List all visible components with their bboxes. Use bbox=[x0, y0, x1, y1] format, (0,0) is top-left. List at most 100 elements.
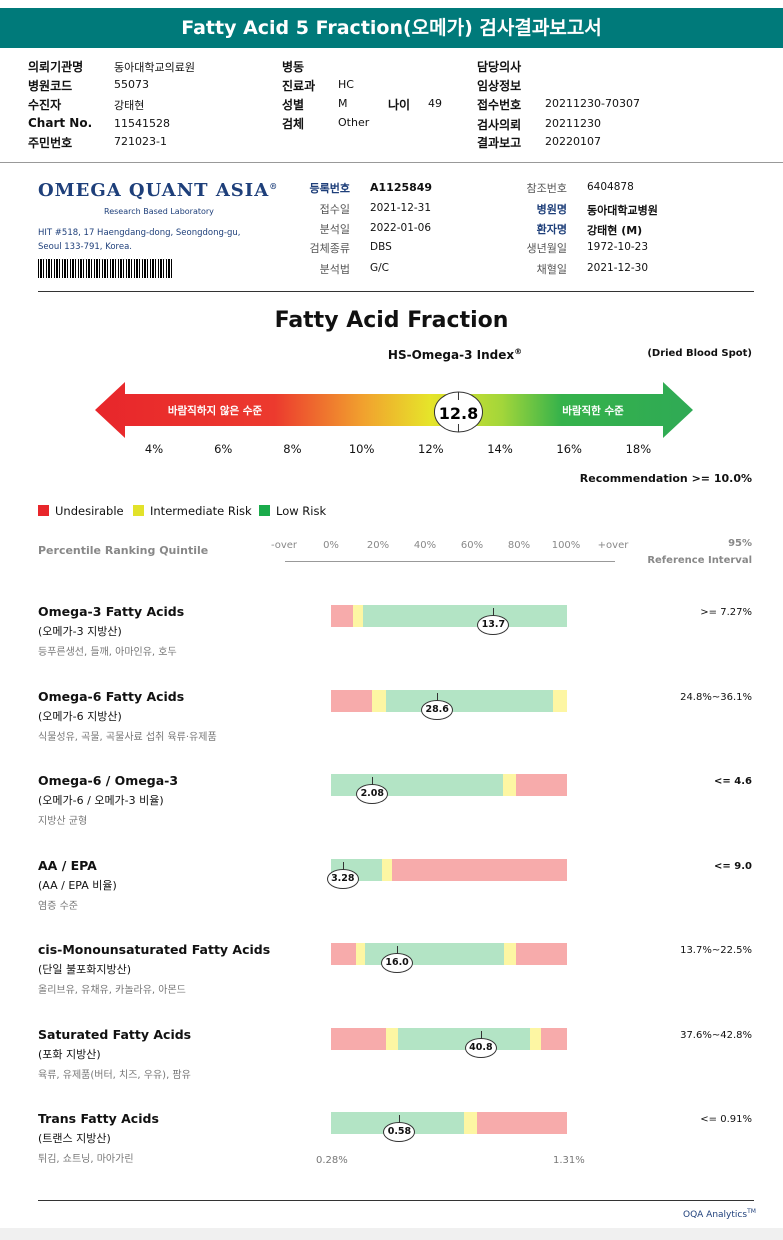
row-subtitle: (트랜스 지방산) bbox=[38, 1132, 111, 1145]
quintile-tick: 0% bbox=[323, 540, 339, 551]
field-label: 검체 bbox=[282, 117, 305, 131]
lab-tagline: Research Based Laboratory bbox=[104, 207, 214, 216]
field-value: 11541528 bbox=[114, 117, 170, 130]
value-marker-tick bbox=[399, 1115, 401, 1123]
bar-segment-yellow bbox=[530, 1027, 542, 1050]
quintile-tick: 20% bbox=[366, 540, 390, 551]
field-value: 49 bbox=[428, 97, 442, 110]
meta-value: 2021-12-31 bbox=[370, 202, 432, 214]
quintile-tick: 100% bbox=[551, 540, 581, 551]
row-foods: 육류, 유제품(버터, 치즈, 우유), 팜유 bbox=[38, 1069, 191, 1081]
value-marker: 13.7 bbox=[477, 615, 510, 635]
row-bar bbox=[331, 1027, 567, 1050]
meta-value: 1972-10-23 bbox=[587, 241, 649, 253]
meta-value: 2021-12-30 bbox=[587, 262, 649, 274]
field-value: 20211230 bbox=[545, 117, 601, 130]
desirable-zone-label: 바람직한 수준 bbox=[562, 404, 624, 417]
bar-segment-red bbox=[331, 605, 354, 627]
scale-tick: 8% bbox=[283, 442, 302, 456]
quintile-axis bbox=[285, 561, 615, 562]
meta-label: 생년월일 bbox=[526, 242, 567, 255]
scale-tick: 10% bbox=[348, 442, 375, 456]
row-foods: 올리브유, 유채유, 카놀라유, 아몬드 bbox=[38, 985, 186, 996]
scale-tick: 6% bbox=[214, 442, 233, 456]
value-marker-tick bbox=[372, 777, 374, 785]
legend-swatch bbox=[259, 505, 270, 516]
report-title: Fatty Acid 5 Fraction(오메가) 검사결과보고서 bbox=[0, 8, 783, 48]
bar-segment-red bbox=[516, 943, 567, 965]
meta-label: 접수일 bbox=[319, 203, 350, 216]
row-bar bbox=[331, 1112, 567, 1134]
legend-swatch bbox=[133, 505, 144, 516]
bar-segment-red bbox=[331, 943, 356, 965]
field-value: 20211230-70307 bbox=[545, 97, 640, 110]
meta-value: 동아대학교병원 bbox=[587, 204, 658, 217]
bar-segment-green bbox=[398, 1027, 531, 1050]
bar-segment-green bbox=[386, 689, 553, 712]
field-label: 결과보고 bbox=[477, 136, 522, 150]
index-title: HS-Omega-3 Index® bbox=[387, 347, 523, 362]
bar-segment-yellow bbox=[504, 943, 517, 965]
field-value: 20220107 bbox=[545, 135, 601, 148]
meta-label: 환자명 bbox=[536, 223, 567, 236]
reference-value: 37.6%~42.8% bbox=[680, 1029, 752, 1041]
page-bottom bbox=[0, 1228, 783, 1240]
undesirable-zone-label: 바람직하지 않은 수준 bbox=[168, 404, 263, 417]
field-label: 의뢰기관명 bbox=[28, 60, 84, 74]
row-bar bbox=[331, 605, 567, 627]
field-value: HC bbox=[338, 78, 354, 91]
quintile-tick: +over bbox=[597, 540, 629, 551]
bar-segment-yellow bbox=[353, 605, 363, 627]
header-divider bbox=[0, 162, 783, 163]
barcode bbox=[38, 259, 174, 278]
row-subtitle: (오메가-3 지방산) bbox=[38, 625, 122, 638]
field-label: 진료과 bbox=[282, 79, 316, 93]
value-marker: 2.08 bbox=[356, 784, 389, 804]
field-value: M bbox=[338, 97, 348, 110]
meta-label: 등록번호 bbox=[309, 182, 350, 195]
row-bar bbox=[331, 858, 567, 881]
field-label: 주민번호 bbox=[28, 136, 73, 150]
scale-tick: 4% bbox=[144, 442, 164, 456]
scale-tick: 18% bbox=[625, 442, 652, 456]
scale-tick: 16% bbox=[556, 442, 582, 456]
meta-label: 검체종류 bbox=[309, 242, 350, 255]
field-label: 성별 bbox=[282, 98, 305, 112]
lab-address: HIT #518, 17 Haengdang-dong, Seongdong-g… bbox=[38, 228, 241, 252]
bar-segment-red bbox=[477, 1112, 567, 1134]
meta-divider bbox=[38, 291, 754, 292]
reference-interval-header: 95% Reference Interval bbox=[647, 538, 752, 566]
meta-value: 6404878 bbox=[587, 181, 634, 193]
row-foods: 튀김, 쇼트닝, 마아가린 bbox=[38, 1154, 134, 1165]
legend-label: Undesirable bbox=[55, 504, 124, 518]
reference-value: 24.8%~36.1% bbox=[680, 691, 752, 703]
bar-segment-red bbox=[392, 858, 567, 881]
value-marker-tick bbox=[397, 946, 399, 954]
meta-value: 강태현 (M) bbox=[587, 224, 643, 237]
field-label: 임상정보 bbox=[477, 79, 522, 93]
bar-segment-yellow bbox=[464, 1112, 478, 1134]
row-foods: 염증 수준 bbox=[38, 900, 78, 912]
value-marker-tick bbox=[493, 608, 495, 616]
field-value: 721023-1 bbox=[114, 135, 167, 148]
meta-label: 참조번호 bbox=[526, 182, 567, 195]
row-name: AA / EPA bbox=[38, 857, 97, 873]
bar-segment-red bbox=[331, 689, 373, 712]
row-name: Omega-3 Fatty Acids bbox=[38, 604, 185, 619]
row-subtitle: (오메가-6 / 오메가-3 비율) bbox=[38, 794, 164, 807]
quintile-label: Percentile Ranking Quintile bbox=[38, 544, 209, 557]
field-value: 55073 bbox=[114, 78, 149, 91]
field-value: Other bbox=[338, 116, 370, 129]
footer-brand: OQA AnalyticsTM bbox=[683, 1208, 756, 1220]
index-value: 12.8 bbox=[439, 404, 478, 423]
reference-value: <= 9.0 bbox=[714, 860, 752, 872]
scale-tick: 12% bbox=[418, 442, 444, 456]
quintile-tick: 60% bbox=[460, 540, 484, 551]
quintile-tick: 40% bbox=[413, 540, 437, 551]
dbs-label: (Dried Blood Spot) bbox=[647, 348, 752, 359]
row-name: Omega-6 Fatty Acids bbox=[38, 688, 185, 704]
row-bar bbox=[331, 943, 567, 965]
bar-segment-yellow bbox=[386, 1027, 399, 1050]
row-subtitle: (단일 불포화지방산) bbox=[38, 963, 132, 976]
field-value: 강태현 bbox=[114, 99, 145, 112]
